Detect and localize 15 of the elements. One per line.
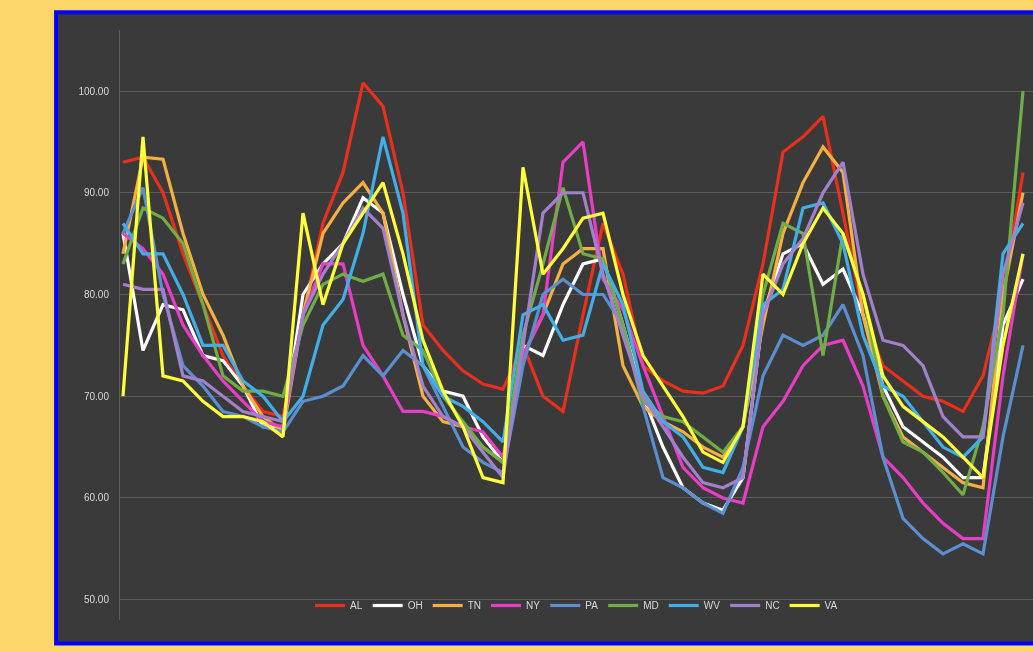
- legend-label: TN: [467, 600, 482, 612]
- y-tick-label: 50.00: [83, 594, 110, 606]
- legend-label: NY: [526, 600, 541, 612]
- legend-label: VA: [824, 600, 838, 612]
- legend-label: OH: [407, 600, 423, 612]
- legend-label: MD: [643, 600, 659, 612]
- y-tick-label: 80.00: [83, 288, 110, 300]
- legend-label: NC: [765, 600, 780, 612]
- y-tick-label: 100.00: [78, 85, 110, 97]
- y-tick-label: 90.00: [83, 187, 110, 199]
- y-tick-label: 70.00: [83, 390, 110, 402]
- legend-label: WV: [703, 600, 721, 612]
- legend-label: AL: [350, 600, 363, 612]
- y-tick-label: 60.00: [83, 492, 110, 504]
- legend-label: PA: [585, 600, 599, 612]
